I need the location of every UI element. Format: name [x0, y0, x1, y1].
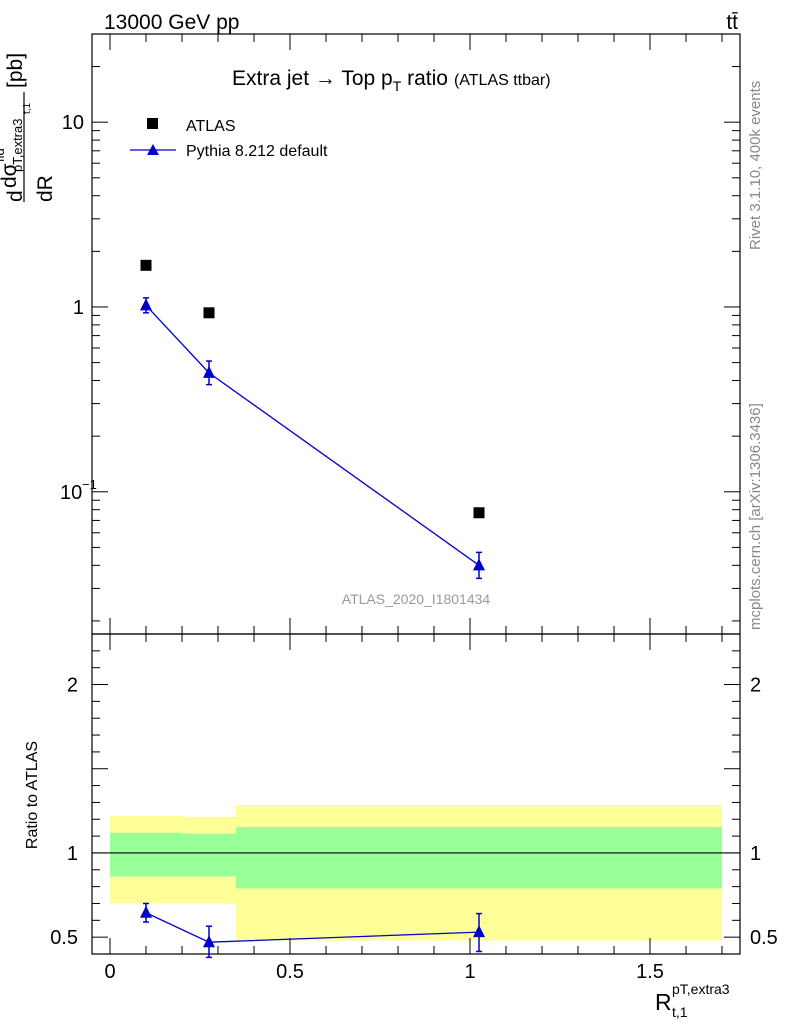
svg-text:pT,extra3: pT,extra3 — [10, 119, 25, 172]
main-y-tick-label-1: 1 — [73, 297, 84, 319]
x-tick-label-1: 0.5 — [276, 961, 304, 983]
atlas-point-0 — [140, 259, 152, 271]
legend-atlas-label: ATLAS — [186, 118, 236, 135]
svg-text:dσ: dσ — [0, 163, 21, 188]
ratio-pythia-point-2 — [473, 925, 485, 938]
atlas-point-2 — [473, 507, 485, 519]
svg-text:fid: fid — [0, 148, 7, 162]
svg-text:t,1: t,1 — [672, 1004, 688, 1020]
x-tick-label-2: 1 — [464, 961, 475, 983]
pythia-point-2 — [473, 558, 485, 571]
x-axis-label: R pT,extra3 t,1 — [655, 981, 730, 1020]
pythia-point-0 — [140, 298, 152, 311]
band-inner-2 — [236, 826, 722, 889]
ratio-panel: 0 0.5 1 1.5 0.5 0.5 1 1 2 2 — [50, 633, 778, 983]
svg-text:dR: dR — [34, 175, 57, 202]
header-process: tt̄ — [726, 11, 738, 34]
pythia-line — [145, 304, 480, 566]
svg-text:[pb]: [pb] — [4, 53, 27, 88]
ratio-frame — [91, 633, 741, 955]
svg-text:t,1: t,1 — [22, 102, 33, 114]
ratio-pythia-point-1 — [203, 935, 215, 948]
ratio-y-tick-label-2: 2 — [67, 675, 78, 697]
main-y-tick-label-0: 10 — [62, 112, 84, 134]
svg-text:pT,extra3: pT,extra3 — [672, 981, 730, 997]
ratio-pythia-point-0 — [140, 905, 152, 918]
ratio-y-tick-label-right-2: 2 — [750, 675, 761, 697]
main-y-tick-exp-2: −1 — [82, 477, 97, 492]
chart-title: Extra jet → Top pT ratio (ATLAS ttbar) — [232, 67, 551, 94]
main-ylabel: dR d dσ fid pT,extra3 t,1 [pb] — [0, 53, 57, 202]
svg-text:d: d — [4, 190, 27, 202]
pythia-point-1 — [203, 365, 215, 378]
ratio-y-tick-label-0: 0.5 — [50, 927, 78, 949]
atlas-point-1 — [203, 307, 215, 319]
legend: ATLAS Pythia 8.212 default — [130, 118, 328, 160]
analysis-watermark: ATLAS_2020_I1801434 — [342, 591, 491, 607]
main-y-tick-label-2: 10 — [60, 482, 82, 504]
x-tick-label-3: 1.5 — [636, 961, 664, 983]
legend-pythia-marker — [147, 144, 159, 155]
ratio-y-tick-label-right-1: 1 — [750, 843, 761, 865]
mcplots-label: mcplots.cern.ch [arXiv:1306.3436] — [747, 403, 764, 630]
header-energy: 13000 GeV pp — [104, 11, 239, 34]
band-inner-1 — [182, 833, 236, 877]
ratio-ylabel: Ratio to ATLAS — [24, 741, 41, 849]
legend-atlas-marker — [147, 118, 158, 129]
svg-text:R: R — [655, 989, 672, 1015]
ratio-y-tick-label-1: 1 — [67, 843, 78, 865]
ratio-y-tick-label-right-0: 0.5 — [750, 927, 778, 949]
band-inner-0 — [110, 832, 182, 877]
legend-pythia-label: Pythia 8.212 default — [186, 143, 328, 160]
x-tick-label-0: 0 — [104, 961, 115, 983]
rivet-label: Rivet 3.1.10, 400k events — [747, 81, 764, 250]
